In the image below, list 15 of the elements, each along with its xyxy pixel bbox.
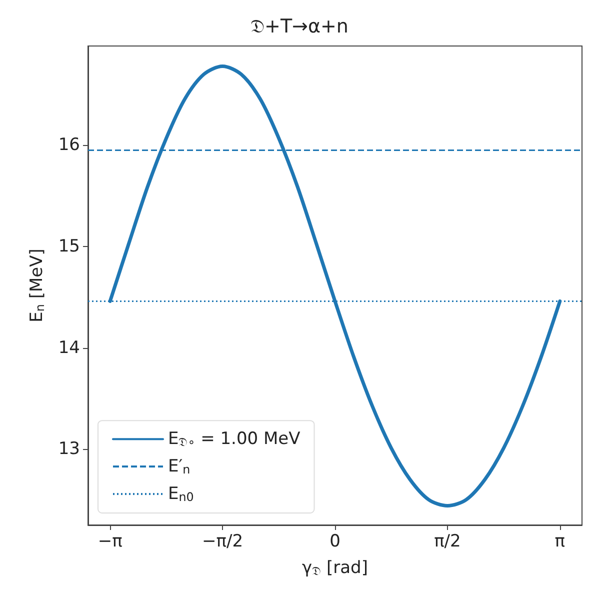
chart-title: 𝔇+T→α+n — [250, 16, 348, 38]
x-tick-label: −π/2 — [202, 532, 244, 552]
legend-label: En0 — [168, 484, 194, 504]
legend-label: E′n — [168, 456, 190, 477]
y-tick-label: 16 — [58, 135, 80, 156]
x-tick-label: π — [554, 532, 566, 552]
y-axis-title: En [MeV] — [27, 248, 48, 322]
y-tick-label: 15 — [58, 236, 80, 257]
y-tick-label: 14 — [58, 338, 80, 358]
legend-label: E𝔇∘ = 1.00 MeV — [168, 429, 301, 450]
y-tick-label: 13 — [58, 439, 80, 460]
x-axis-title: γ𝔇 [rad] — [302, 558, 368, 578]
x-tick-label: −π — [98, 532, 122, 552]
x-tick-label: π/2 — [434, 532, 461, 552]
x-tick-label: 0 — [330, 532, 340, 552]
